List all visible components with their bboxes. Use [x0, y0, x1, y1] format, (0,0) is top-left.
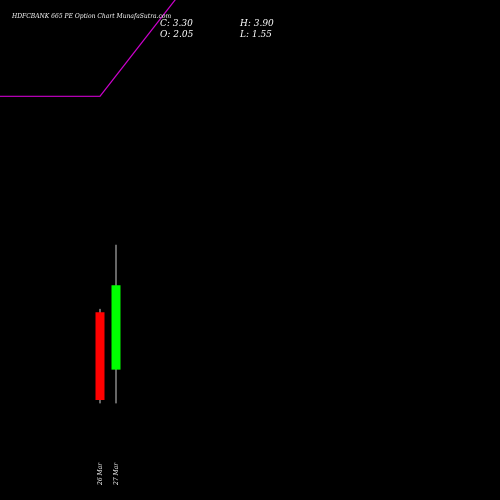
- high-value: H: 3.90: [239, 19, 274, 29]
- low-value: L: 1.55: [239, 30, 272, 40]
- candles: 26 Mar 27 Mar: [95, 244, 121, 486]
- date-tick-label: 26 Mar: [97, 462, 104, 486]
- open-value: O: 2.05: [160, 30, 194, 40]
- indicator-lines: [0, 0, 176, 97]
- chart-title: HDFCBANK 665 PE Option Chart MunafaSutra…: [11, 13, 172, 20]
- date-tick-label: 27 Mar: [113, 462, 120, 486]
- close-value: C: 3.30: [160, 19, 193, 29]
- bearish-candle-body: [95, 312, 105, 400]
- lower-indicator-line: [0, 0, 176, 97]
- bullish-candle-body: [111, 285, 121, 370]
